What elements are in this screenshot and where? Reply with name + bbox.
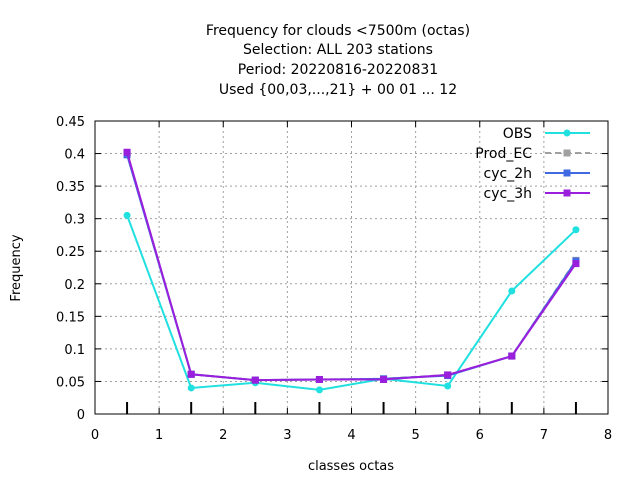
y-tick-label: 0 [77,408,85,423]
data-point [251,376,259,384]
x-tick-label: 8 [604,428,612,443]
y-tick-label: 0.35 [56,180,85,195]
legend-label: Prod_EC [475,146,532,162]
x-tick-label: 0 [91,428,99,443]
x-tick-label: 5 [411,428,419,443]
chart-title: Frequency for clouds <7500m (octas) Sele… [206,23,470,98]
data-point [187,370,195,378]
grid [95,121,608,414]
y-axis-label: Frequency [9,234,24,301]
y-tick-label: 0.4 [64,148,85,163]
data-point [187,384,195,392]
data-point [444,382,452,390]
legend-marker [563,149,571,157]
data-point [508,352,516,360]
data-point [572,260,580,268]
data-point [123,148,131,156]
data-point [572,226,580,234]
legend-label: cyc_2h [484,166,532,182]
x-tick-label: 6 [476,428,484,443]
x-tick-label: 4 [347,428,355,443]
legend-marker [563,129,571,137]
data-point [315,386,323,394]
title-line-2: Selection: ALL 203 stations [243,42,433,58]
x-tick-label: 2 [219,428,227,443]
y-tick-label: 0.45 [56,115,85,130]
legend-marker [563,189,571,197]
y-tick-label: 0.1 [64,343,85,358]
data-point [380,375,388,383]
data-point [444,371,452,379]
x-tick-label: 7 [540,428,548,443]
title-line-3: Period: 20220816-20220831 [238,62,438,78]
title-line-4: Used {00,03,...,21} + 00 01 ... 12 [219,82,457,98]
series-cyc-3h [123,148,580,384]
axes: 0 1 2 3 4 5 6 7 8 0 0.05 0.1 0.15 0.2 0.25 0.3 0.35 0.4 0.… [56,115,612,443]
y-tick-label: 0.25 [56,245,85,260]
series-lines [123,148,580,394]
data-point [508,287,516,295]
series-line [126,215,577,391]
legend-label: cyc_3h [484,186,532,202]
legend-marker [563,169,571,177]
y-tick-label: 0.2 [64,278,85,293]
y-tick-label: 0.3 [64,213,85,228]
data-point [315,375,323,383]
data-point [123,211,131,219]
x-tick-label: 1 [155,428,163,443]
series-line [126,152,577,382]
y-tick-label: 0.15 [56,310,85,325]
title-line-1: Frequency for clouds <7500m (octas) [206,23,470,39]
y-tick-label: 0.05 [56,375,85,390]
legend-label: OBS [503,126,532,142]
x-axis-label: classes octas [308,459,394,474]
legend: OBS Prod_EC cyc_2h cyc_3h [475,126,590,202]
x-tick-label: 3 [283,428,291,443]
